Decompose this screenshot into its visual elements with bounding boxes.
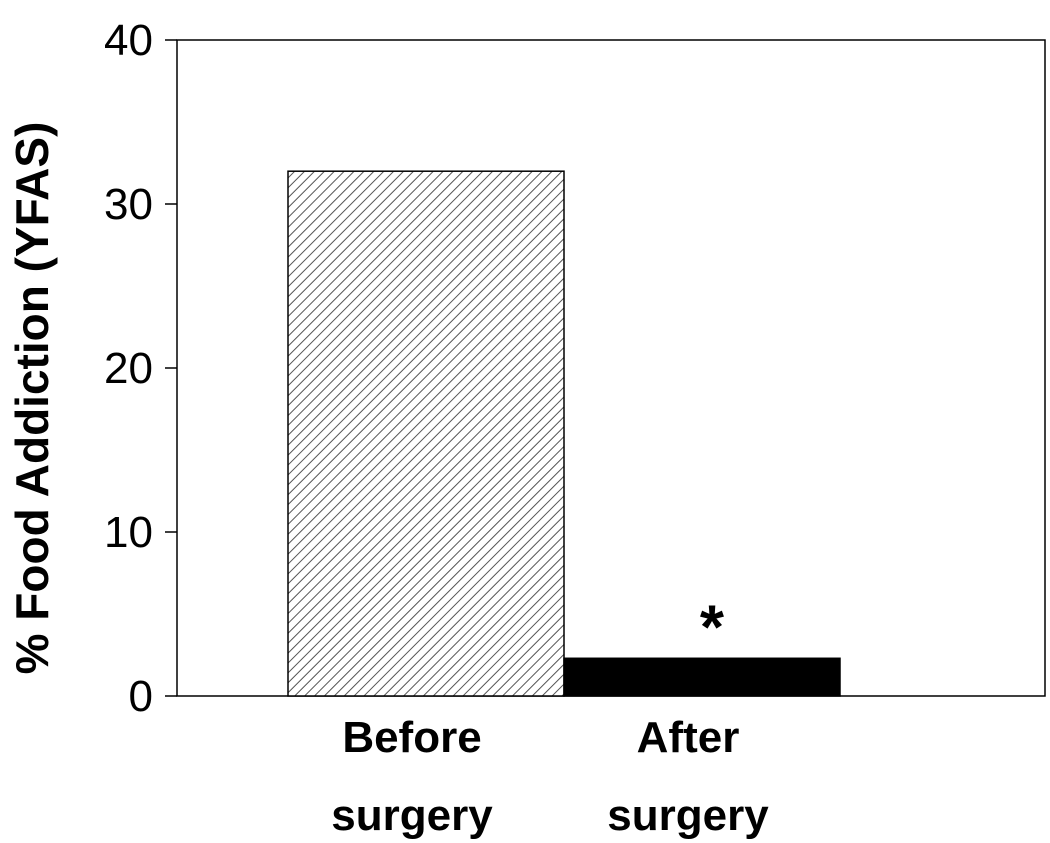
significance-annotation: *: [700, 593, 725, 662]
bar-after-surgery: [563, 657, 841, 697]
x-category-label: surgery: [331, 791, 493, 840]
bars: [287, 170, 841, 697]
x-category-label: surgery: [607, 791, 769, 840]
y-tick-label: 30: [104, 180, 153, 229]
x-category-label: After: [637, 713, 740, 762]
y-tick-label: 20: [104, 344, 153, 393]
y-tick-label: 40: [104, 16, 153, 65]
x-axis-labels: Before surgery After surgery: [331, 713, 769, 840]
y-axis-ticks: 0 10 20 30 40: [104, 16, 177, 721]
bar-before-surgery: [287, 170, 565, 697]
y-tick-label: 10: [104, 508, 153, 557]
annotations: *: [700, 593, 725, 662]
y-tick-label: 0: [129, 672, 153, 721]
x-category-label: Before: [342, 713, 481, 762]
y-axis-title: % Food Addiction (YFAS): [6, 122, 58, 675]
